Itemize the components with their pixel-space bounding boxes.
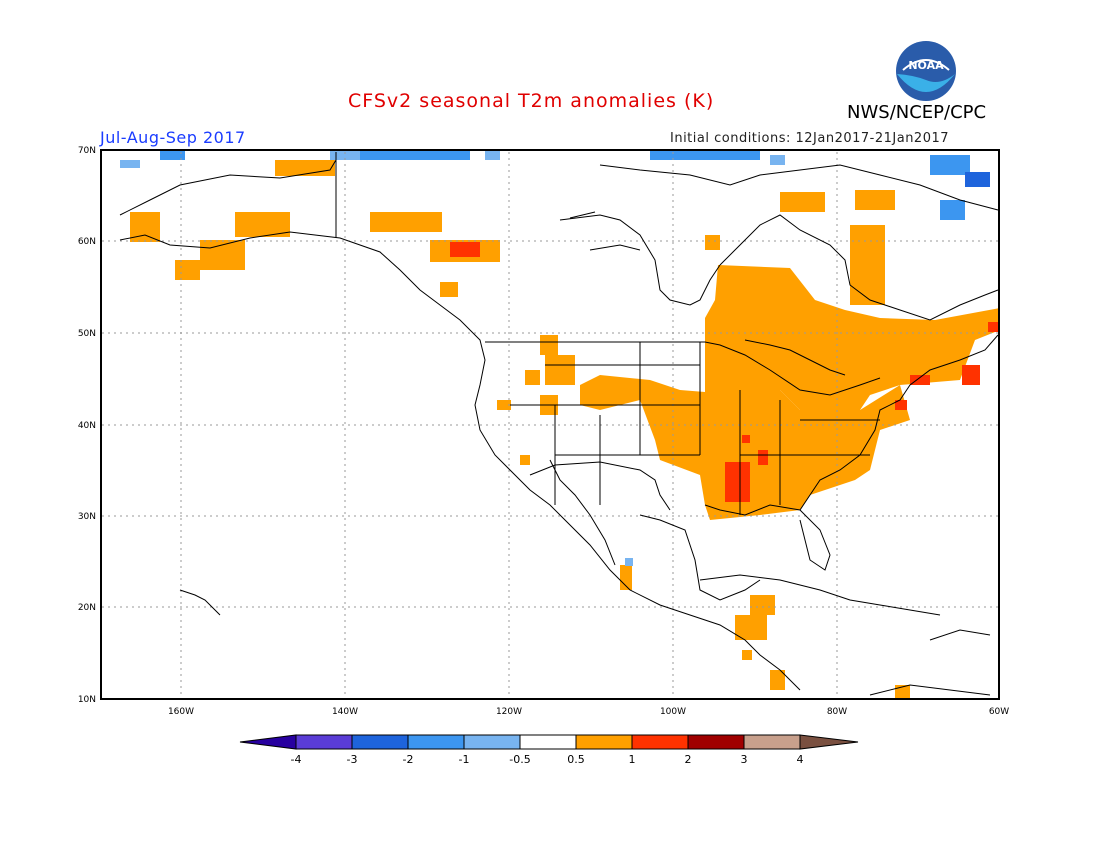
colorbar-swatch-5 <box>519 734 577 750</box>
lat-tick-30: 30N <box>78 512 96 522</box>
colorbar-label: 4 <box>797 753 804 766</box>
forecast-period: Jul-Aug-Sep 2017 <box>100 128 246 147</box>
colorbar <box>239 734 859 750</box>
political-borders <box>335 152 881 515</box>
svg-text:NOAA: NOAA <box>908 59 944 72</box>
colorbar-swatch-1 <box>295 734 353 750</box>
colorbar-swatch-lt-4 <box>239 734 297 750</box>
lon-tick-140w: 140W <box>332 707 358 717</box>
colorbar-swatch-7 <box>631 734 689 750</box>
lat-tick-50: 50N <box>78 329 96 339</box>
lon-tick-100w: 100W <box>660 707 686 717</box>
colorbar-swatch-6 <box>575 734 633 750</box>
colorbar-label: 1 <box>629 753 636 766</box>
colorbar-swatch-3 <box>407 734 465 750</box>
noaa-logo-icon: NOAA <box>896 41 956 101</box>
colorbar-swatch-8 <box>687 734 745 750</box>
colorbar-swatch-4 <box>463 734 521 750</box>
colorbar-label: 0.5 <box>567 753 585 766</box>
chart-title: CFSv2 seasonal T2m anomalies (K) <box>348 90 715 112</box>
latitude-ticks: 70N 60N 50N 40N 30N 20N 10N <box>78 146 96 705</box>
colorbar-swatch-gt-4 <box>799 734 859 750</box>
colorbar-label: -3 <box>347 753 358 766</box>
longitude-ticks: 160W 140W 120W 100W 80W 60W <box>168 707 1009 717</box>
lon-tick-80w: 80W <box>827 707 847 717</box>
colorbar-label: -4 <box>291 753 302 766</box>
colorbar-swatch-2 <box>351 734 409 750</box>
hot-anomaly-regions <box>450 242 1000 502</box>
colorbar-swatch-9 <box>743 734 801 750</box>
lat-tick-20: 20N <box>78 603 96 613</box>
colorbar-label: 3 <box>741 753 748 766</box>
colorbar-labels: -4 -3 -2 -1 -0.5 0.5 1 2 3 4 <box>291 753 804 766</box>
colorbar-label: -0.5 <box>509 753 530 766</box>
graticule <box>102 152 998 698</box>
map-frame <box>100 149 1000 700</box>
lat-tick-40: 40N <box>78 421 96 431</box>
lon-tick-160w: 160W <box>168 707 194 717</box>
agency-label: NWS/NCEP/CPC <box>847 102 987 123</box>
colorbar-label: -2 <box>403 753 414 766</box>
lat-tick-70: 70N <box>78 146 96 156</box>
colorbar-label: 2 <box>685 753 692 766</box>
cool-anomaly-regions <box>120 150 990 566</box>
lat-tick-10: 10N <box>78 695 96 705</box>
lon-tick-120w: 120W <box>496 707 522 717</box>
lon-tick-60w: 60W <box>989 707 1009 717</box>
colorbar-label: -1 <box>459 753 470 766</box>
initial-conditions: Initial conditions: 12Jan2017-21Jan2017 <box>670 131 950 146</box>
lat-tick-60: 60N <box>78 237 96 247</box>
coastlines <box>119 159 999 696</box>
